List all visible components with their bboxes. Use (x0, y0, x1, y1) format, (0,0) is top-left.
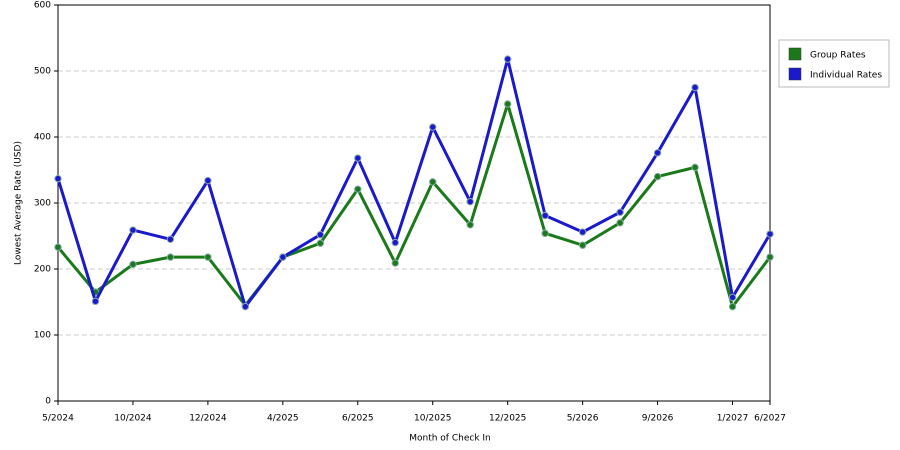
data-point (166, 253, 175, 261)
y-axis-title: Lowest Average Rate (USD) (14, 141, 24, 265)
legend-swatch (788, 47, 802, 61)
data-point (241, 302, 250, 311)
data-point (466, 221, 474, 229)
x-tick-label: 12/2024 (189, 414, 227, 424)
x-tick-label: 10/2025 (414, 414, 451, 424)
data-point (503, 55, 512, 63)
data-point (391, 259, 399, 267)
data-point (279, 253, 287, 261)
y-tick-label: 300 (34, 199, 51, 209)
data-point (204, 176, 212, 185)
data-point (129, 226, 137, 234)
data-point (578, 228, 587, 236)
data-point (54, 174, 62, 183)
data-point (541, 211, 549, 220)
data-point (503, 100, 512, 108)
x-tick-label: 5/2026 (567, 414, 599, 424)
y-tick-label: 600 (34, 1, 51, 11)
x-tick-label: 6/2027 (754, 414, 786, 424)
data-point (429, 178, 437, 186)
data-point (541, 229, 549, 238)
data-point (354, 154, 362, 162)
legend-label: Individual Rates (810, 71, 882, 81)
x-tick-label: 10/2024 (114, 414, 152, 424)
data-point (766, 253, 774, 261)
x-tick-label: 9/2026 (642, 414, 674, 424)
data-point (728, 302, 737, 311)
data-point (166, 235, 175, 244)
data-point (691, 163, 699, 172)
data-point (204, 253, 212, 261)
data-point (429, 123, 437, 131)
x-tick-label: 4/2025 (267, 414, 299, 424)
x-tick-label: 6/2025 (342, 414, 374, 424)
y-tick-label: 0 (45, 397, 51, 407)
y-tick-label: 500 (34, 67, 51, 77)
data-point (653, 172, 662, 181)
legend-swatch (788, 67, 802, 81)
data-point (766, 230, 774, 238)
data-point (91, 297, 100, 306)
data-point (316, 239, 325, 247)
series-line (56, 102, 772, 309)
plot-frame (57, 4, 771, 402)
series-line (56, 57, 772, 309)
data-point (728, 293, 737, 302)
x-tick-label: 12/2025 (489, 414, 526, 424)
data-point (691, 83, 699, 92)
x-tick-label: 1/2027 (717, 414, 749, 424)
legend-label: Group Rates (810, 51, 866, 61)
data-point (129, 260, 137, 269)
x-tick-label: 5/2024 (42, 414, 74, 424)
data-point (616, 208, 624, 216)
y-tick-label: 400 (34, 133, 51, 143)
data-point (466, 197, 474, 206)
data-point (354, 185, 362, 193)
y-tick-label: 200 (34, 265, 51, 275)
data-point (316, 230, 325, 239)
x-axis-title: Month of Check In (409, 434, 491, 444)
data-point (578, 241, 587, 249)
data-point (391, 238, 399, 247)
data-point (653, 149, 662, 157)
data-point (616, 219, 624, 227)
data-point (54, 243, 62, 251)
y-tick-label: 100 (34, 331, 51, 341)
